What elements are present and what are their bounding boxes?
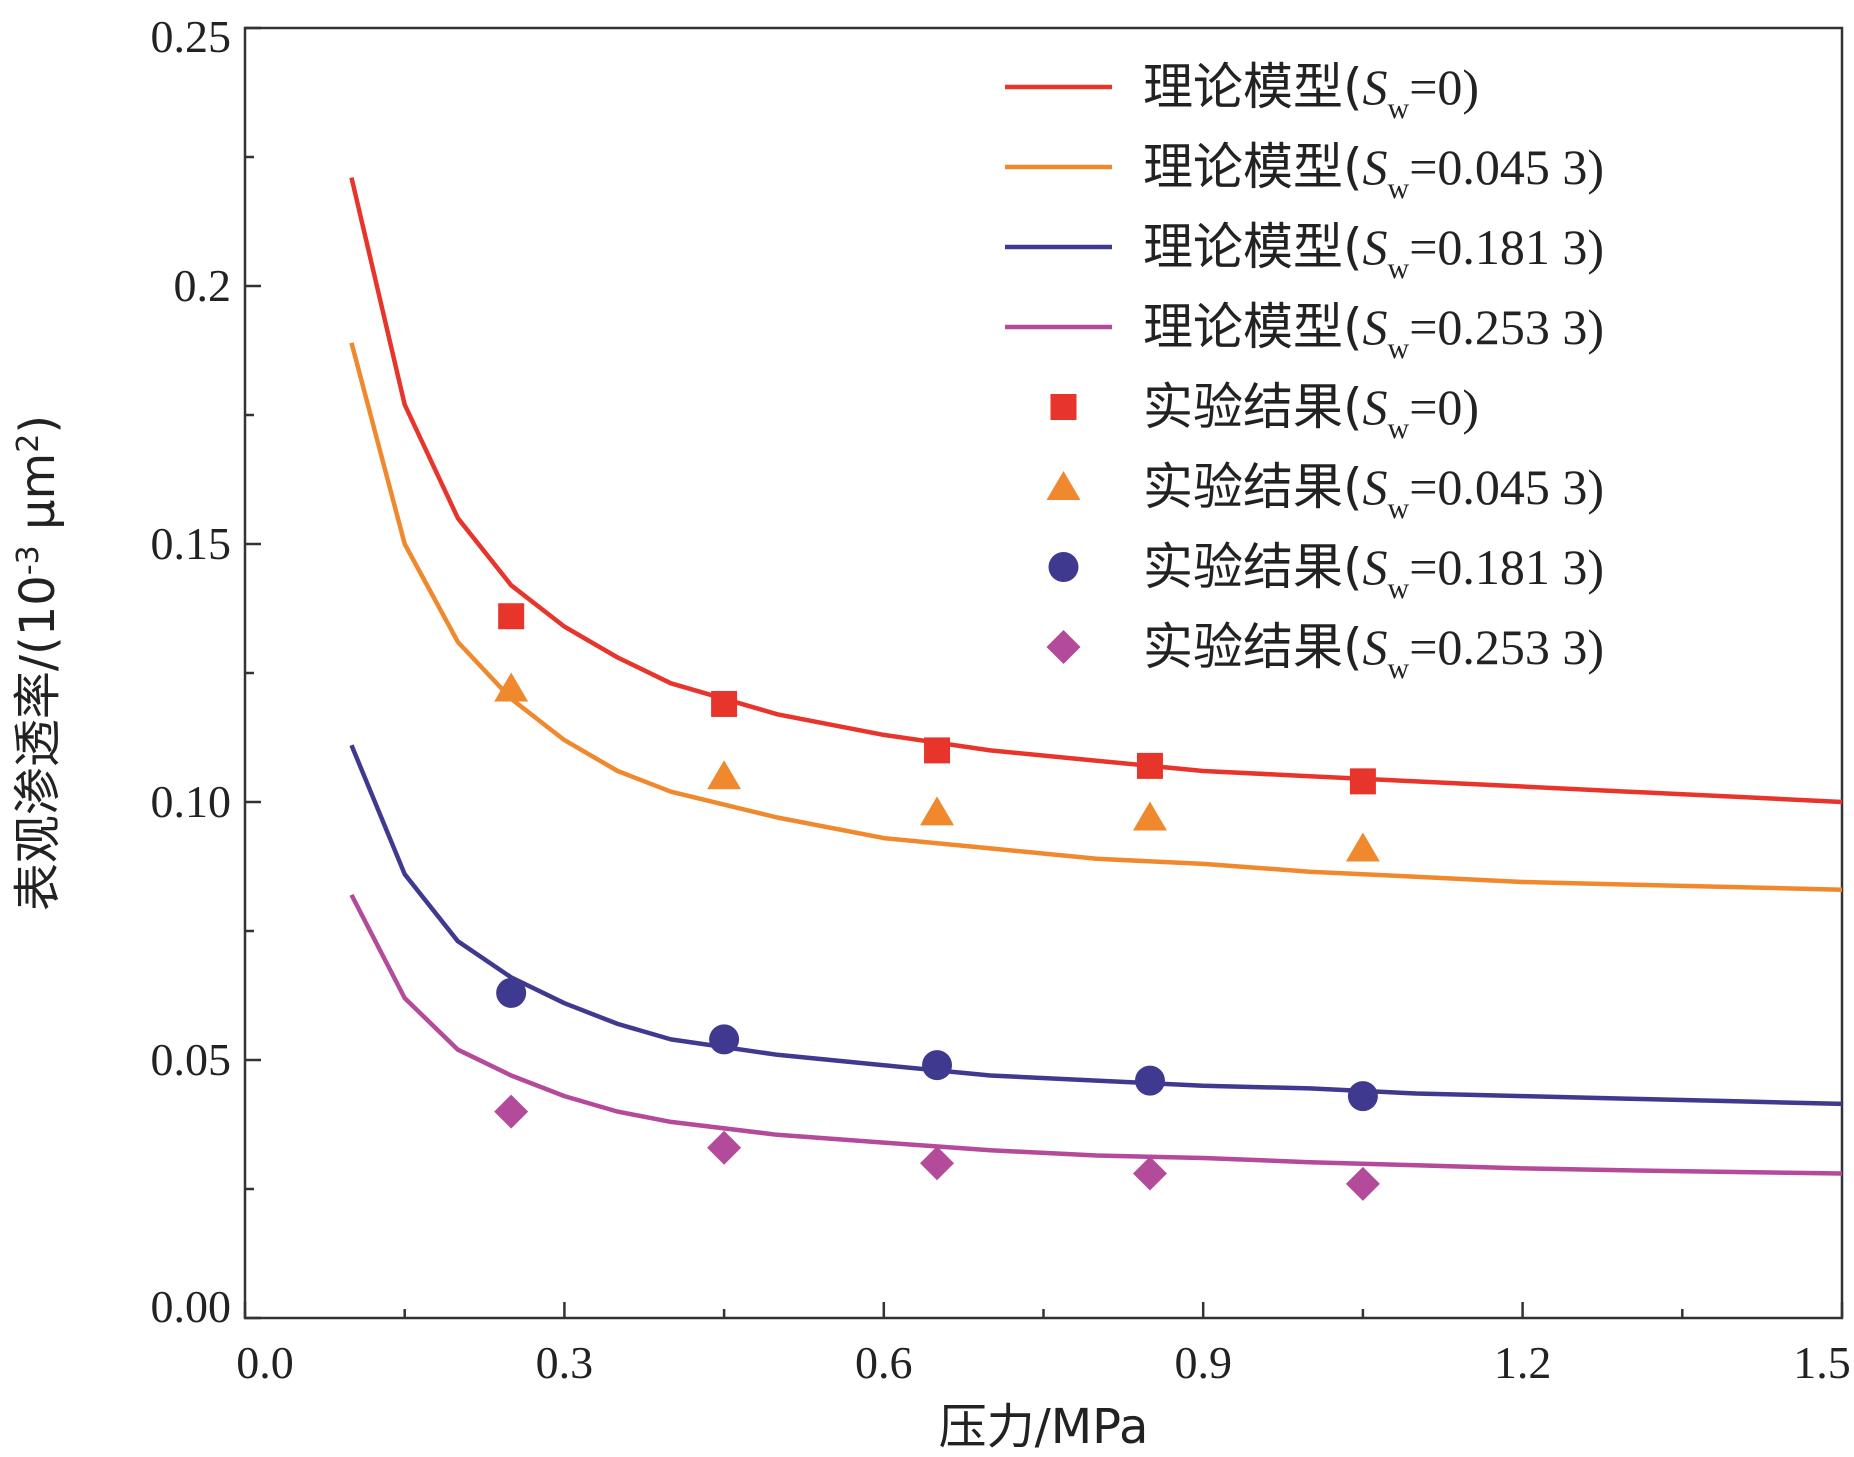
series-line xyxy=(349,893,1843,1176)
series-7 xyxy=(494,1094,1380,1201)
axes-layer: 0.0 0.3 0.6 0.9 1.2 1.5 0.00 0.05 0.10 0.15 0.2 0.2… xyxy=(151,11,1851,1388)
x-tick-label: 1.2 xyxy=(1494,1337,1552,1388)
legend-item: 理论模型(Sw=0.253 3) xyxy=(1005,298,1604,365)
data-point xyxy=(711,690,738,717)
data-point xyxy=(707,1130,742,1165)
data-point xyxy=(1132,1156,1167,1191)
x-tick-label: 0.3 xyxy=(536,1337,594,1388)
legend-item: 理论模型(Sw=0.045 3) xyxy=(1005,138,1604,205)
data-point xyxy=(1136,752,1163,779)
x-tick-label: 0.9 xyxy=(1174,1337,1232,1388)
data-point xyxy=(1349,768,1376,795)
legend-label: 实验结果(Sw=0) xyxy=(1143,378,1479,445)
y-tick-label: 0.25 xyxy=(151,11,232,62)
legend-label: 理论模型(Sw=0) xyxy=(1143,58,1479,125)
data-point xyxy=(922,1050,953,1081)
legend: 理论模型(Sw=0) 理论模型(Sw=0.045 3) 理论模型(Sw=0.181 … xyxy=(1005,58,1604,685)
data-point xyxy=(498,603,525,630)
data-point xyxy=(1132,801,1167,831)
legend-item: 实验结果(Sw=0.181 3) xyxy=(1048,538,1604,605)
data-point xyxy=(1347,1081,1378,1112)
y-axis-title: 表观渗透率/(10-3 μm2) xyxy=(10,415,66,911)
y-tick-label: 0.10 xyxy=(151,776,232,827)
legend-item: 实验结果(Sw=0.045 3) xyxy=(1046,458,1604,525)
data-point xyxy=(496,977,527,1008)
x-tick-label: 0.6 xyxy=(855,1337,913,1388)
legend-label: 实验结果(Sw=0.045 3) xyxy=(1143,458,1604,525)
series-6 xyxy=(496,977,1378,1112)
data-point xyxy=(1134,1065,1165,1096)
legend-item: 实验结果(Sw=0.253 3) xyxy=(1046,618,1604,685)
x-tick-label: 0.0 xyxy=(236,1337,294,1388)
legend-item: 实验结果(Sw=0) xyxy=(1050,378,1479,445)
y-tick-label: 0.2 xyxy=(174,260,232,311)
data-point xyxy=(709,1024,740,1055)
x-tick-label: 1.5 xyxy=(1793,1337,1851,1388)
series-4 xyxy=(498,603,1376,795)
legend-marker xyxy=(1048,552,1079,582)
data-point xyxy=(494,1094,529,1129)
series-5 xyxy=(494,672,1380,862)
data-point xyxy=(1345,832,1380,862)
data-point xyxy=(1345,1166,1380,1201)
data-point xyxy=(920,796,955,826)
data-point xyxy=(920,1146,955,1181)
legend-marker xyxy=(1050,394,1077,420)
series-1 xyxy=(349,342,1843,892)
legend-label: 实验结果(Sw=0.181 3) xyxy=(1143,538,1604,605)
legend-marker xyxy=(1046,471,1081,500)
series-line xyxy=(349,177,1843,805)
data-point xyxy=(924,737,951,764)
legend-label: 理论模型(Sw=0.253 3) xyxy=(1143,298,1604,365)
series-line xyxy=(349,744,1843,1107)
legend-marker xyxy=(1046,630,1081,664)
legend-label: 理论模型(Sw=0.045 3) xyxy=(1143,138,1604,205)
legend-label: 理论模型(Sw=0.181 3) xyxy=(1143,218,1604,285)
legend-label: 实验结果(Sw=0.253 3) xyxy=(1143,618,1604,685)
series-line xyxy=(349,342,1843,892)
series-2 xyxy=(349,744,1843,1107)
y-tick-label: 0.00 xyxy=(151,1281,232,1332)
x-axis-title: 压力/MPa xyxy=(939,1399,1149,1455)
legend-item: 理论模型(Sw=0) xyxy=(1005,58,1479,125)
y-tick-label: 0.15 xyxy=(151,518,232,569)
data-point xyxy=(707,760,742,790)
y-tick-label: 0.05 xyxy=(151,1034,232,1085)
series-3 xyxy=(349,893,1843,1176)
legend-item: 理论模型(Sw=0.181 3) xyxy=(1005,218,1604,285)
data-point xyxy=(494,672,529,702)
series-layer xyxy=(349,177,1843,1201)
series-0 xyxy=(349,177,1843,805)
